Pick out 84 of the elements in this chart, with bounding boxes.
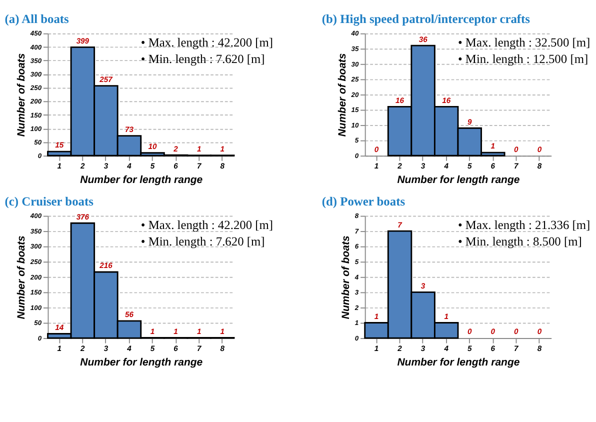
x-tick-label: 8 [220, 162, 226, 171]
x-axis-title: Number for length range [80, 174, 203, 186]
x-tick-label: 6 [174, 162, 179, 171]
data-label: 73 [125, 124, 134, 134]
data-label: 0 [537, 144, 542, 154]
data-label: 16 [396, 96, 405, 105]
x-tick-label: 8 [537, 162, 542, 171]
data-label: 1 [374, 312, 379, 321]
x-axis-title: Number for length range [397, 174, 520, 186]
x-tick-label: 7 [514, 162, 520, 171]
annotation: • Max. length : 21.336 [m] [458, 218, 590, 232]
x-tick-label: 7 [196, 162, 202, 171]
data-label: 0 [514, 144, 520, 154]
y-axis-title: Number of boats [336, 53, 348, 137]
x-tick-label: 4 [443, 162, 450, 171]
data-label: 0 [468, 327, 472, 336]
x-tick-label: 1 [374, 162, 379, 171]
data-label: 376 [76, 212, 90, 222]
x-tick-label: 1 [57, 162, 62, 171]
data-label: 1 [490, 142, 496, 151]
data-label: 0 [490, 327, 496, 336]
y-axis-title: Number of boats [16, 53, 28, 137]
chart-title: (b) High speed patrol/interceptor crafts [322, 12, 530, 26]
data-label: 1 [220, 144, 224, 154]
x-tick-label: 7 [196, 344, 202, 353]
data-label: 1 [444, 312, 448, 321]
data-label: 2 [172, 144, 179, 154]
x-tick-label: 3 [420, 162, 426, 171]
chart-title: (a) All boats [4, 12, 70, 26]
annotation: • Min. length : 7.620 [m] [140, 52, 265, 66]
data-label: 16 [442, 96, 452, 105]
annotation: • Min. length : 12.500 [m] [458, 52, 588, 66]
x-tick-label: 1 [57, 344, 62, 353]
data-label: 257 [98, 74, 114, 84]
x-tick-label: 5 [150, 344, 156, 353]
annotation: • Max. length : 42.200 [m] [140, 36, 274, 50]
y-axis-title: Number of boats [16, 236, 28, 320]
x-tick-label: 2 [80, 344, 86, 353]
x-tick-label: 7 [514, 344, 520, 353]
data-label: 14 [55, 322, 64, 332]
x-tick-label: 5 [468, 344, 472, 353]
data-label: 1 [196, 144, 202, 154]
data-label: 9 [468, 117, 472, 126]
data-label: 0 [514, 327, 520, 336]
annotation: • Min. length : 8.500 [m] [458, 234, 582, 248]
x-tick-label: 3 [420, 344, 426, 353]
data-label: 1 [196, 326, 202, 336]
data-label: 10 [148, 142, 158, 152]
x-tick-label: 8 [537, 344, 542, 353]
x-tick-label: 5 [468, 162, 472, 171]
chart-title: (d) Power boats [322, 194, 406, 208]
x-tick-label: 3 [104, 344, 109, 353]
data-label: 399 [76, 36, 90, 46]
chart-title: (c) Cruiser boats [4, 194, 94, 208]
x-tick-label: 1 [374, 344, 379, 353]
data-label: 56 [125, 310, 134, 320]
x-axis-title: Number for length range [80, 356, 203, 368]
x-tick-label: 6 [490, 344, 496, 353]
x-tick-label: 4 [126, 344, 132, 353]
x-tick-label: 8 [220, 344, 226, 353]
annotation: • Max. length : 42.200 [m] [140, 218, 274, 232]
x-tick-label: 3 [104, 162, 109, 171]
data-label: 0 [537, 327, 542, 336]
annotation: • Min. length : 7.620 [m] [140, 234, 265, 248]
data-label: 1 [174, 326, 178, 336]
x-tick-label: 5 [150, 162, 156, 171]
data-label: 36 [418, 34, 428, 44]
data-label: 1 [150, 326, 155, 336]
x-tick-label: 4 [443, 344, 450, 353]
data-label: 0 [374, 144, 380, 154]
y-axis-title: Number of boats [340, 236, 352, 320]
x-tick-label: 2 [80, 162, 86, 171]
data-label: 216 [98, 261, 114, 270]
data-label: 1 [220, 326, 224, 336]
x-tick-label: 2 [396, 162, 403, 171]
data-label: 7 [398, 220, 403, 230]
x-axis-title: Number for length range [397, 356, 520, 368]
data-label: 15 [55, 140, 64, 150]
x-tick-label: 6 [174, 344, 179, 353]
annotation: • Max. length : 32.500 [m] [458, 36, 590, 50]
data-label: 3 [420, 281, 426, 290]
x-tick-label: 6 [490, 162, 496, 171]
x-tick-label: 2 [396, 344, 403, 353]
x-tick-label: 4 [126, 162, 132, 171]
